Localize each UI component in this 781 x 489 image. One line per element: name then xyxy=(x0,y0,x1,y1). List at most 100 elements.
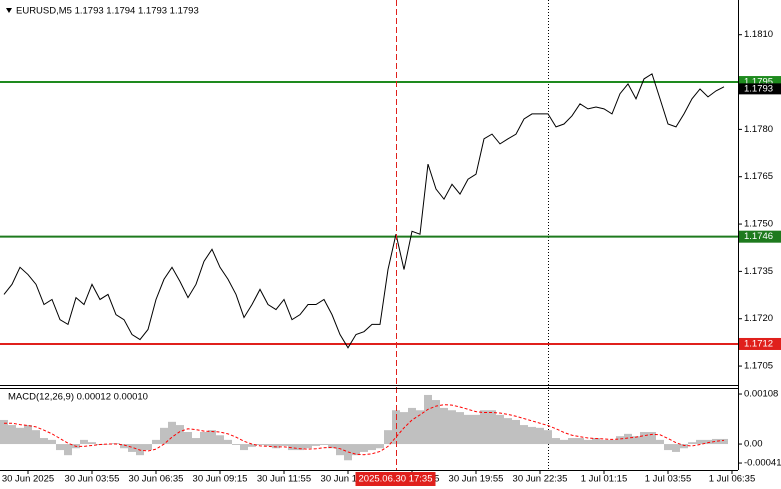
x-tick-label: 30 Jun 22:35 xyxy=(513,474,568,485)
x-tick-label: 30 Jun 09:15 xyxy=(193,474,248,485)
macd-bar xyxy=(664,444,672,451)
macd-bar xyxy=(552,438,560,445)
macd-bar xyxy=(320,444,328,445)
macd-bar xyxy=(336,444,344,456)
macd-bar xyxy=(576,438,584,445)
macd-bar xyxy=(80,439,88,445)
macd-bar xyxy=(288,444,296,451)
macd-bar xyxy=(0,419,8,445)
macd-bar xyxy=(368,444,376,451)
macd-bar xyxy=(456,412,464,445)
macd-bar xyxy=(416,410,424,445)
macd-bar xyxy=(328,444,336,449)
macd-bar xyxy=(152,439,160,445)
macd-bar xyxy=(408,407,416,445)
macd-bar xyxy=(8,425,16,445)
macd-bar xyxy=(696,439,704,445)
macd-bar xyxy=(624,433,632,445)
macd-bar xyxy=(224,439,232,445)
macd-bar xyxy=(600,439,608,445)
macd-bar xyxy=(712,438,720,445)
macd-bar xyxy=(424,394,432,445)
macd-title: MACD(12,26,9) 0.00012 0.00010 xyxy=(8,392,148,403)
signal-line xyxy=(4,404,725,456)
macd-bar xyxy=(592,438,600,445)
macd-bar xyxy=(688,442,696,445)
macd-bar xyxy=(656,439,664,445)
x-tick-label: 1 Jul 06:35 xyxy=(709,474,755,485)
macd-bar xyxy=(168,421,176,445)
y-tick-label: 1.1810 xyxy=(744,29,773,40)
y-tick-label: 1.1780 xyxy=(744,124,773,135)
macd-bar xyxy=(704,439,712,445)
macd-bar xyxy=(720,438,728,445)
macd-bar xyxy=(24,425,32,445)
macd-bar xyxy=(40,438,48,445)
macd-bar xyxy=(104,444,112,445)
macd-bar xyxy=(512,419,520,445)
level-label-box xyxy=(739,337,781,350)
macd-bar xyxy=(32,430,40,445)
macd-bar xyxy=(48,439,56,445)
macd-bar xyxy=(672,444,680,452)
macd-bar xyxy=(232,444,240,445)
macd-bar xyxy=(488,410,496,445)
macd-bar xyxy=(352,444,360,456)
macd-bar xyxy=(64,444,72,456)
macd-bar xyxy=(120,444,128,449)
macd-bar xyxy=(200,432,208,445)
y-tick-label: -0.00041 xyxy=(744,458,781,469)
price-line xyxy=(3,73,725,349)
macd-bar xyxy=(448,410,456,445)
y-tick-label: 0.00108 xyxy=(744,389,778,400)
macd-bar xyxy=(608,439,616,445)
y-tick-label: 1.1765 xyxy=(744,171,773,182)
macd-bar xyxy=(208,430,216,445)
macd-bar xyxy=(648,432,656,445)
macd-bar xyxy=(144,444,152,451)
crosshair-label: 2025.06.30 17:35 xyxy=(359,474,433,485)
x-tick-label: 30 Jun 19:55 xyxy=(449,474,504,485)
y-tick-label: 1.1705 xyxy=(744,361,773,372)
macd-bar xyxy=(568,438,576,445)
macd-bar xyxy=(272,444,280,449)
macd-bar xyxy=(376,444,384,449)
x-tick-label: 30 Jun 03:55 xyxy=(65,474,120,485)
level-label: 1.1795 xyxy=(744,77,773,88)
macd-bar xyxy=(56,444,64,451)
x-tick-label: 30 Jun 14:35 xyxy=(321,474,376,485)
macd-bar xyxy=(192,438,200,445)
macd-bar xyxy=(312,444,320,446)
macd-bar xyxy=(544,430,552,445)
last-price-box xyxy=(739,83,781,95)
macd-bar xyxy=(304,444,312,449)
x-tick-label: 1 Jul 03:55 xyxy=(645,474,691,485)
macd-bar xyxy=(504,418,512,445)
macd-bar xyxy=(432,400,440,445)
level-label: 1.1746 xyxy=(744,231,773,242)
x-tick-label: 30 Jun 11:55 xyxy=(257,474,311,485)
macd-bar xyxy=(384,430,392,445)
y-tick-label: 0.00 xyxy=(744,439,763,450)
macd-bar xyxy=(360,444,368,452)
macd-bar xyxy=(128,444,136,452)
macd-bar xyxy=(560,439,568,445)
x-tick-label: 30 Jun 06:35 xyxy=(129,474,184,485)
macd-bar xyxy=(280,444,288,446)
macd-bar xyxy=(584,439,592,445)
macd-bar xyxy=(88,442,96,445)
macd-bar xyxy=(240,444,248,451)
macd-bar xyxy=(680,444,688,449)
x-tick-label: 30 Jun 2025 xyxy=(2,474,54,485)
chart-title: EURUSD,M5 1.1793 1.1794 1.1793 1.1793 xyxy=(16,6,199,17)
macd-bar xyxy=(256,444,264,445)
level-label-box xyxy=(739,230,781,243)
macd-bar xyxy=(440,407,448,445)
y-tick-label: 1.1720 xyxy=(744,313,773,324)
x-tick-label: 1 Jul 01:15 xyxy=(581,474,627,485)
last-price-label: 1.1793 xyxy=(744,83,773,94)
macd-bar xyxy=(472,414,480,445)
y-tick-label: 1.1750 xyxy=(744,219,773,230)
